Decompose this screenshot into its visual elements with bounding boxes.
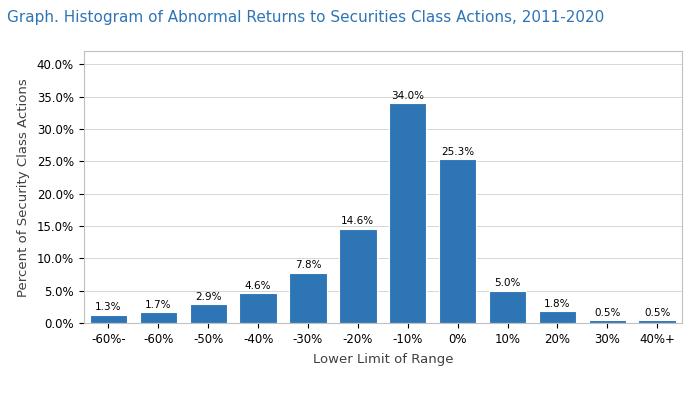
Bar: [539, 311, 576, 323]
Bar: [638, 320, 676, 323]
Text: 1.8%: 1.8%: [544, 299, 571, 309]
Bar: [339, 229, 377, 323]
Text: 25.3%: 25.3%: [441, 147, 474, 157]
Bar: [389, 103, 427, 323]
Text: 4.6%: 4.6%: [245, 281, 271, 291]
Bar: [239, 293, 277, 323]
Text: 5.0%: 5.0%: [494, 279, 521, 288]
Text: 0.5%: 0.5%: [644, 308, 670, 318]
Text: 0.5%: 0.5%: [594, 308, 620, 318]
Text: Graph. Histogram of Abnormal Returns to Securities Class Actions, 2011-2020: Graph. Histogram of Abnormal Returns to …: [7, 10, 604, 25]
Text: 2.9%: 2.9%: [195, 292, 221, 302]
Bar: [90, 315, 127, 323]
Bar: [489, 291, 526, 323]
Bar: [140, 312, 177, 323]
Bar: [189, 304, 227, 323]
Bar: [589, 320, 626, 323]
Text: 1.3%: 1.3%: [95, 303, 122, 312]
Text: 7.8%: 7.8%: [294, 260, 322, 270]
X-axis label: Lower Limit of Range: Lower Limit of Range: [313, 353, 453, 366]
Text: 34.0%: 34.0%: [391, 91, 425, 101]
Bar: [439, 159, 476, 323]
Text: 1.7%: 1.7%: [145, 300, 172, 310]
Y-axis label: Percent of Security Class Actions: Percent of Security Class Actions: [17, 78, 30, 297]
Bar: [290, 273, 326, 323]
Text: 14.6%: 14.6%: [341, 216, 374, 226]
